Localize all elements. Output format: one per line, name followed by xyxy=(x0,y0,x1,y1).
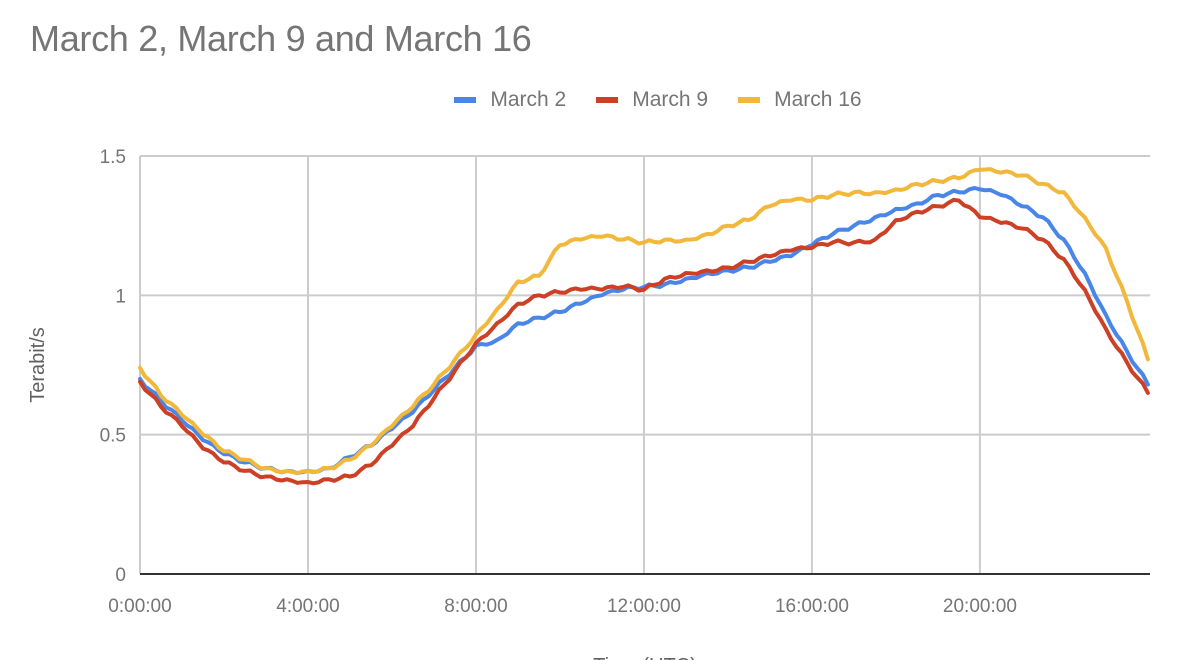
x-axis-ticks: 0:00:00 4:00:00 8:00:00 12:00:00 16:00:00 20:… xyxy=(108,596,1017,617)
legend-label: March 9 xyxy=(632,88,709,111)
legend-item-march-2[interactable]: March 2 xyxy=(454,88,566,112)
legend-swatch-march-2 xyxy=(454,97,477,103)
y-axis-label: Terabit/s xyxy=(27,327,49,403)
series-lines xyxy=(138,167,1150,486)
x-tick-label: 8:00:00 xyxy=(444,596,507,617)
legend: March 2 March 9 March 16 xyxy=(0,88,1196,112)
x-tick-label: 16:00:00 xyxy=(775,596,849,617)
series-line-march-9[interactable] xyxy=(138,197,1150,486)
y-axis-ticks: 0 0.5 1 1.5 xyxy=(100,147,126,586)
chart-title: March 2, March 9 and March 16 xyxy=(30,18,532,59)
y-tick-label: 0 xyxy=(115,565,126,586)
legend-item-march-16[interactable]: March 16 xyxy=(738,88,862,112)
x-axis-label: Time (UTC) xyxy=(593,655,697,660)
gridlines xyxy=(139,155,1150,574)
x-tick-label: 0:00:00 xyxy=(108,596,171,617)
x-tick-label: 4:00:00 xyxy=(276,596,339,617)
legend-swatch-march-9 xyxy=(596,97,619,103)
legend-item-march-9[interactable]: March 9 xyxy=(596,88,708,112)
legend-label: March 16 xyxy=(774,88,862,111)
x-tick-label: 12:00:00 xyxy=(607,596,681,617)
x-tick-label: 20:00:00 xyxy=(943,596,1017,617)
series-line-march-16[interactable] xyxy=(138,167,1150,476)
legend-label: March 2 xyxy=(490,88,567,111)
legend-swatch-march-16 xyxy=(738,97,761,103)
y-tick-label: 1.5 xyxy=(100,147,126,168)
y-tick-label: 1 xyxy=(115,286,126,307)
y-tick-label: 0.5 xyxy=(100,426,126,447)
